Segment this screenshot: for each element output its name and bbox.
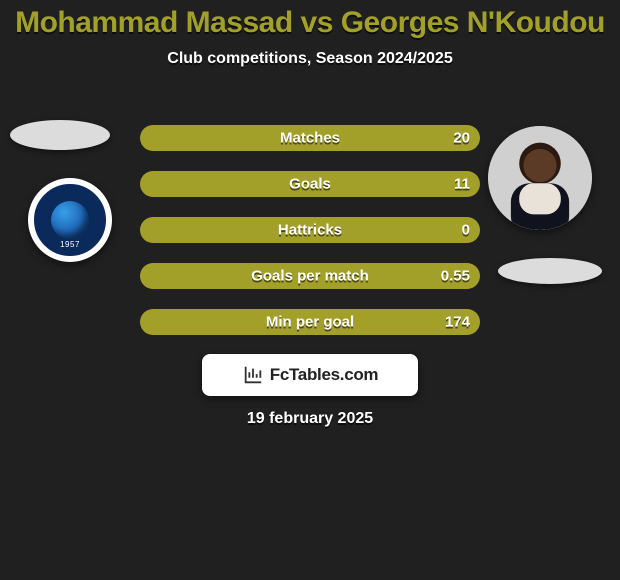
club-right-placeholder bbox=[498, 258, 602, 284]
stat-bar: Goals per match 0.55 bbox=[140, 263, 480, 289]
subtitle: Club competitions, Season 2024/2025 bbox=[0, 50, 620, 68]
stat-bar: Matches 20 bbox=[140, 125, 480, 151]
stat-bar-label: Hattricks bbox=[278, 222, 342, 239]
player-left-placeholder bbox=[10, 120, 110, 150]
stat-bar: Min per goal 174 bbox=[140, 309, 480, 335]
stat-bar-value: 0.55 bbox=[441, 268, 470, 285]
stat-bar-value: 20 bbox=[453, 130, 470, 147]
club-badge-inner: 1957 bbox=[28, 178, 112, 262]
stat-bar-value: 174 bbox=[445, 314, 470, 331]
avatar-silhouette-icon bbox=[488, 126, 592, 230]
stat-bar-value: 0 bbox=[462, 222, 470, 239]
stat-bar: Hattricks 0 bbox=[140, 217, 480, 243]
stat-bar: Goals 11 bbox=[140, 171, 480, 197]
fctables-logo-text: FcTables.com bbox=[270, 365, 379, 385]
club-year: 1957 bbox=[60, 240, 80, 249]
date-line: 19 february 2025 bbox=[247, 410, 373, 428]
stat-bar-label: Min per goal bbox=[266, 314, 354, 331]
player-right-avatar bbox=[488, 126, 592, 230]
club-badge-left: 1957 bbox=[28, 178, 112, 262]
stat-bar-value: 11 bbox=[454, 176, 470, 193]
fctables-logo[interactable]: FcTables.com bbox=[202, 354, 418, 396]
stats-bars: Matches 20 Goals 11 Hattricks 0 Goals per matc… bbox=[140, 125, 480, 355]
stat-bar-label: Matches bbox=[280, 130, 340, 147]
stat-bar-label: Goals per match bbox=[251, 268, 369, 285]
chart-icon bbox=[242, 364, 264, 386]
stat-bar-label: Goals bbox=[289, 176, 331, 193]
page-title: Mohammad Massad vs Georges N'Koudou bbox=[0, 0, 620, 40]
club-ball-icon bbox=[51, 201, 89, 239]
